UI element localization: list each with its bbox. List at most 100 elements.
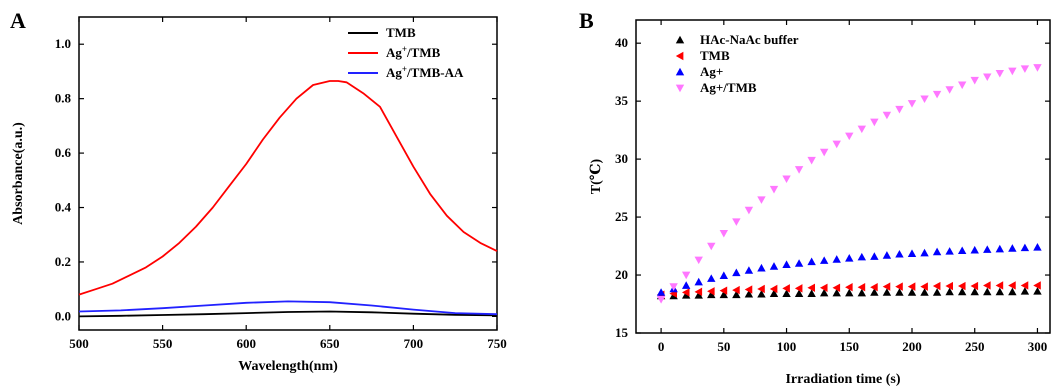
data-point	[970, 245, 979, 254]
y-tick-label: 0.2	[55, 254, 71, 269]
data-point	[794, 284, 803, 293]
y-tick-label: 0.0	[55, 308, 71, 323]
data-point	[957, 81, 967, 90]
data-point	[895, 105, 904, 114]
data-point	[757, 289, 766, 298]
data-point	[757, 196, 766, 204]
x-tick-label: 600	[236, 336, 256, 351]
data-point	[707, 287, 715, 296]
data-point	[757, 263, 766, 272]
data-point	[707, 242, 716, 251]
data-point	[932, 247, 942, 256]
legend-marker	[675, 67, 685, 76]
data-point	[794, 166, 804, 174]
data-point	[681, 288, 690, 297]
data-point	[732, 290, 741, 299]
legend-label: Ag+/TMB	[700, 80, 757, 95]
data-point	[832, 288, 841, 297]
data-point	[1033, 64, 1042, 72]
data-point	[970, 76, 979, 85]
data-point	[945, 247, 954, 255]
legend-marker	[675, 35, 685, 44]
x-tick-label: 50	[717, 339, 730, 354]
data-point	[1020, 281, 1029, 290]
data-point	[732, 285, 740, 295]
data-point	[694, 277, 703, 286]
panel-letter: A	[10, 8, 26, 33]
data-point	[895, 288, 904, 296]
y-tick-label: 15	[615, 325, 629, 340]
legend-label: TMB	[700, 48, 730, 63]
x-tick-label: 500	[69, 336, 89, 351]
data-point	[1020, 65, 1030, 73]
x-tick-label: 750	[487, 336, 507, 351]
plot-frame	[635, 19, 1051, 334]
data-point	[732, 218, 741, 226]
data-point	[707, 274, 716, 282]
data-point	[769, 185, 779, 194]
data-point	[1033, 281, 1041, 290]
data-point	[832, 283, 841, 292]
data-point	[870, 288, 879, 296]
data-point	[983, 281, 991, 290]
data-point	[882, 288, 892, 296]
series-points-1	[656, 287, 1042, 300]
data-point	[1008, 287, 1017, 296]
data-point	[681, 281, 691, 289]
legend-label: TMB	[386, 25, 416, 40]
data-point	[807, 289, 816, 297]
data-point	[945, 287, 954, 296]
data-point	[719, 271, 729, 279]
data-point	[1033, 287, 1042, 295]
series-line-3	[78, 300, 498, 316]
x-tick-label: 200	[902, 339, 922, 354]
data-point	[857, 283, 866, 292]
data-point	[719, 290, 729, 299]
legend-marker	[675, 84, 685, 93]
data-point	[907, 288, 917, 296]
data-point	[744, 206, 754, 215]
data-point	[807, 257, 816, 266]
x-tick-label: 300	[1028, 339, 1048, 354]
data-point	[1033, 243, 1042, 251]
data-point	[732, 268, 741, 277]
data-point	[719, 286, 728, 295]
data-point	[920, 95, 929, 104]
x-axis-label: Irradiation time (s)	[785, 372, 900, 387]
y-tick-label: 35	[615, 93, 629, 108]
data-point	[744, 285, 753, 294]
legend-label: Ag+​/TMB	[386, 44, 441, 60]
data-point	[794, 259, 804, 267]
data-point	[694, 256, 703, 265]
data-point	[920, 288, 929, 296]
y-tick-label: 0.6	[55, 145, 72, 160]
data-point	[1008, 281, 1016, 290]
data-point	[945, 281, 953, 291]
data-point	[882, 282, 891, 291]
data-point	[882, 251, 892, 259]
plot-frame	[78, 16, 498, 331]
data-point	[819, 148, 829, 157]
data-point	[707, 290, 716, 299]
data-point	[957, 281, 966, 291]
y-tick-label: 0.4	[55, 200, 72, 215]
y-axis-label: Absorbance(a.u.)	[11, 122, 26, 225]
y-tick-label: 40	[615, 35, 628, 50]
data-point	[970, 281, 979, 291]
data-point	[845, 288, 854, 297]
data-point	[995, 281, 1004, 290]
data-point	[794, 289, 804, 297]
data-point	[1020, 287, 1030, 295]
legend-label: Ag+​/TMB-AA	[386, 64, 464, 80]
series-line-1	[78, 310, 498, 318]
data-point	[782, 284, 790, 293]
data-point	[1020, 243, 1030, 252]
data-point	[857, 252, 867, 261]
x-tick-label: 250	[965, 339, 985, 354]
data-point	[681, 291, 691, 299]
data-point	[656, 296, 666, 304]
x-tick-label: 700	[404, 336, 424, 351]
y-axis-label: T(℃)	[589, 158, 604, 194]
